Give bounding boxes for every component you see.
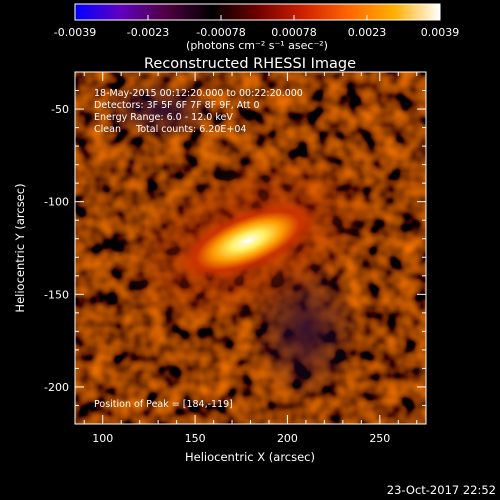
y-axis-label: Heliocentric Y (arcsec) — [13, 183, 27, 312]
colorbar-tick-label: 0.00078 — [271, 26, 317, 39]
heatmap-image — [75, 72, 426, 424]
colorbar-unit-label: (photons cm⁻² s⁻¹ asec⁻²) — [186, 39, 328, 52]
annotation-time-range: 18-May-2015 00:12:20.000 to 00:22:20.000 — [94, 88, 303, 99]
colorbar-tick-label: -0.0039 — [54, 26, 96, 39]
x-tick-label: 150 — [185, 432, 206, 445]
colorbar-tick-label: -0.0023 — [127, 26, 169, 39]
annotations: 18-May-2015 00:12:20.000 to 00:22:20.000… — [94, 88, 303, 410]
colorbar-tick-label: 0.0039 — [421, 26, 460, 39]
y-tick-label: -200 — [44, 381, 69, 394]
x-tick-label: 100 — [92, 432, 113, 445]
annotation-energy: Energy Range: 6.0 - 12.0 keV — [94, 112, 233, 123]
annotation-peak: Position of Peak = [184,-119] — [94, 399, 233, 410]
x-axis-label: Heliocentric X (arcsec) — [185, 450, 315, 464]
dark-region — [100, 80, 220, 140]
flare-source — [178, 201, 318, 280]
chart-title: Reconstructed RHESSI Image — [144, 56, 356, 72]
x-tick-label: 250 — [369, 432, 390, 445]
annotation-clean: Clean Total counts: 6.20E+04 — [94, 124, 246, 135]
colorbar-tick-label: 0.0023 — [348, 26, 387, 39]
y-tick-label: -150 — [44, 288, 69, 301]
y-tick-label: -100 — [44, 196, 69, 209]
colorbar: -0.0039 -0.0023 -0.00078 0.00078 0.0023 0.003… — [54, 3, 460, 52]
annotation-detectors: Detectors: 3F 5F 6F 7F 8F 9F, Att 0 — [94, 100, 260, 111]
y-tick-label: -50 — [51, 103, 69, 116]
x-axis: 100 150 200 250 — [83, 72, 418, 445]
colorbar-tick-label: -0.00078 — [196, 26, 245, 39]
x-tick-label: 200 — [277, 432, 298, 445]
colorbar-gradient — [74, 3, 441, 21]
y-axis: -50 -100 -150 -200 — [44, 71, 426, 425]
footer-timestamp: 23-Oct-2017 22:52 — [387, 483, 496, 497]
